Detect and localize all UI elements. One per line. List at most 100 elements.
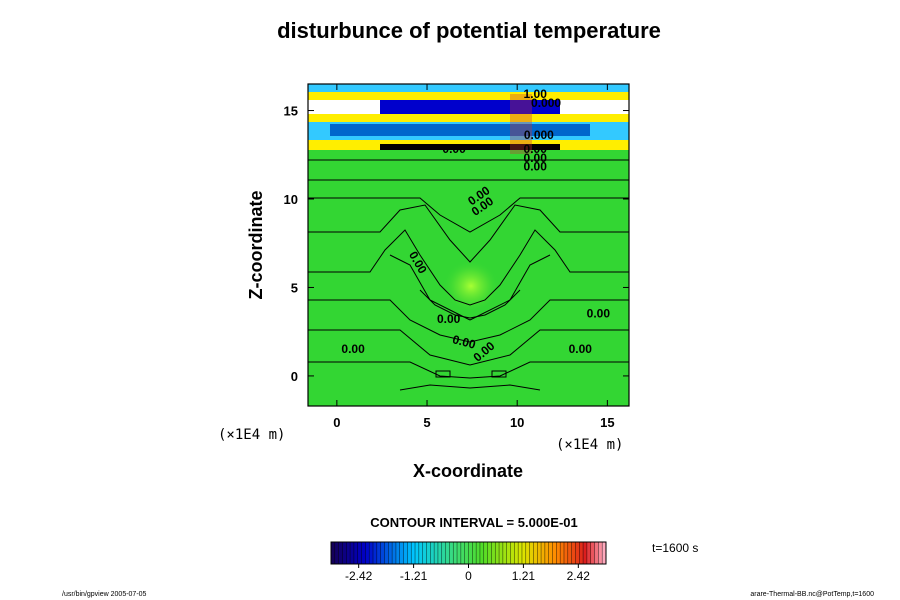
footer-right-note: arare-Thermal-BB.nc@PotTemp,t=1600 — [750, 591, 874, 598]
colorbar-cell — [487, 542, 492, 564]
x-axis-unit-right: (×1E4 m) — [556, 437, 623, 453]
colorbar-cell — [514, 542, 519, 564]
colorbar-cell — [331, 542, 336, 564]
contour-label: 0.00 — [524, 142, 548, 156]
colorbar-cell — [392, 542, 397, 564]
x-axis-label: X-coordinate — [413, 461, 523, 481]
colorbar-cell — [506, 542, 511, 564]
colorbar-cell — [541, 542, 546, 564]
thermal-center-anomaly — [443, 260, 499, 312]
colorbar-cell — [552, 542, 557, 564]
colorbar-cell — [449, 542, 454, 564]
colorbar-cell — [602, 542, 607, 564]
z-tick-label: 5 — [291, 280, 298, 295]
colorbar-cell — [395, 542, 401, 564]
colorbar-cell — [510, 542, 515, 564]
x-ticks: 0 5 10 15 — [333, 84, 615, 430]
colorbar-cell — [457, 542, 462, 564]
colorbar-cell — [373, 542, 378, 564]
colorbar-cell — [483, 542, 488, 564]
z-tick-label: 0 — [291, 369, 298, 384]
chart-title: disturbunce of potential temperature — [277, 18, 661, 43]
colorbar-cell — [441, 542, 446, 564]
z-tick-label: 15 — [284, 104, 298, 119]
x-tick-label: 15 — [600, 415, 614, 430]
colorbar-ticks: -2.42 -1.21 0 1.21 2.42 — [345, 564, 590, 583]
colorbar-cell — [499, 542, 504, 564]
colorbar-cell — [388, 542, 393, 564]
colorbar-cell — [338, 542, 343, 564]
colorbar-cell — [571, 542, 576, 564]
colorbar-cell — [590, 542, 595, 564]
contour-label: 0.000 — [524, 128, 554, 142]
colorbar-cell — [472, 542, 477, 564]
contour-label: 0.00 — [524, 151, 548, 165]
z-axis-label: Z-coordinate — [246, 190, 266, 299]
colorbar-tick-label: 0 — [465, 569, 472, 583]
contour-label: 0.00 — [442, 142, 466, 156]
colorbar-cell — [560, 542, 565, 564]
x-tick-label: 0 — [333, 415, 340, 430]
colorbar-cell — [418, 542, 423, 564]
colorbar-cell — [556, 542, 561, 564]
colorbar-cell — [376, 542, 381, 564]
colorbar-cell — [579, 542, 584, 564]
colorbar-cell — [521, 542, 527, 564]
colorbar-cell — [357, 542, 362, 564]
x-tick-label: 10 — [510, 415, 524, 430]
colorbar-cell — [399, 542, 404, 564]
contour-lines — [308, 159, 629, 391]
colorbar-cell — [567, 542, 572, 564]
colorbar — [330, 541, 607, 565]
colorbar-cell — [468, 542, 473, 564]
colorbar-cell — [491, 542, 496, 564]
colorbar-cell — [411, 542, 416, 564]
colorbar-cell — [407, 542, 412, 564]
contour-label: 0.00 — [569, 342, 593, 356]
plot-frame — [307, 83, 630, 407]
colorbar-cell — [502, 542, 507, 564]
upper-layer-bands — [308, 84, 629, 154]
colorbar-cell — [350, 542, 355, 564]
colorbar-tick-label: 2.42 — [567, 569, 591, 583]
colorbar-cell — [529, 542, 534, 564]
colorbar-cell — [422, 542, 427, 564]
colorbar-cell — [575, 542, 580, 564]
z-ticks: 0 5 10 15 — [284, 104, 629, 384]
colorbar-cell — [537, 542, 542, 564]
colorbar-cell — [479, 542, 485, 564]
colorbar-cell — [430, 542, 435, 564]
colorbar-cell — [518, 542, 523, 564]
x-tick-label: 5 — [423, 415, 430, 430]
colorbar-cell — [403, 542, 408, 564]
colorbar-cell — [437, 542, 443, 564]
colorbar-cell — [380, 542, 385, 564]
contour-label: 1.00 — [524, 87, 548, 101]
colorbar-cell — [453, 542, 458, 564]
contour-interval-note: CONTOUR INTERVAL = 5.000E-01 — [370, 515, 577, 530]
colorbar-tick-label: 1.21 — [512, 569, 536, 583]
time-label: t=1600 s — [652, 541, 698, 555]
contour-label: 0.00 — [437, 312, 461, 326]
colorbar-cell — [495, 542, 500, 564]
colorbar-cell — [365, 542, 370, 564]
colorbar-cell — [464, 542, 469, 564]
contour-label: 0.00 — [341, 342, 365, 356]
contour-label: 0.00 — [451, 332, 477, 352]
colorbar-cell — [594, 542, 599, 564]
z-tick-label: 10 — [284, 192, 298, 207]
colorbar-cell — [384, 542, 389, 564]
colorbar-tick-label: -2.42 — [345, 569, 373, 583]
colorbar-cell — [353, 542, 359, 564]
contour-label: 0.00 — [587, 307, 611, 321]
contour-label: 0.00 — [524, 160, 548, 174]
colorbar-cell — [583, 542, 588, 564]
colorbar-cell — [460, 542, 465, 564]
colorbar-cell — [415, 542, 420, 564]
colorbar-tick-label: -1.21 — [400, 569, 428, 583]
colorbar-cell — [361, 542, 366, 564]
x-axis-unit: (×1E4 m) — [218, 427, 285, 443]
contour-label: 0.000 — [531, 96, 561, 110]
colorbar-cell — [434, 542, 439, 564]
